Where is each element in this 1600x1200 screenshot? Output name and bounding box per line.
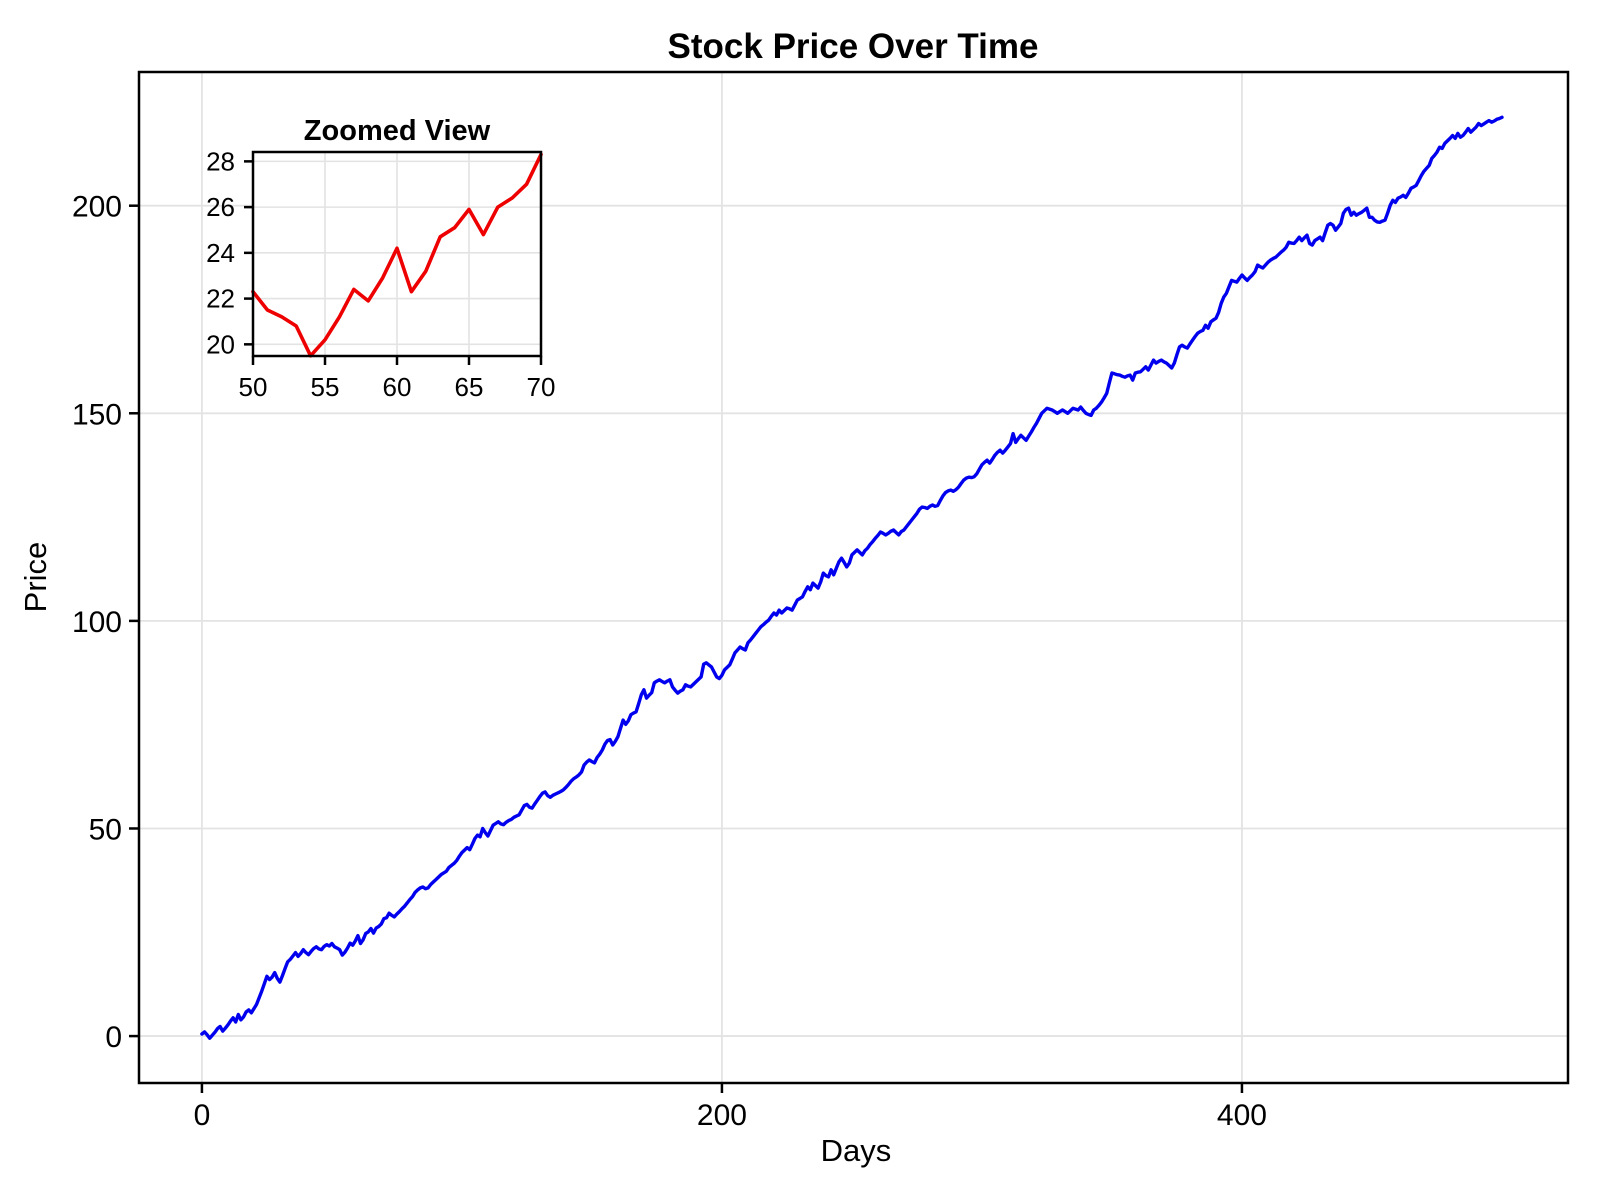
y-tick-label: 100 — [72, 606, 122, 639]
y-tick-label: 150 — [72, 398, 122, 431]
inset-x-tick-label: 55 — [311, 372, 340, 402]
y-axis-label: Price — [18, 542, 53, 613]
x-tick-label: 400 — [1217, 1099, 1267, 1132]
y-tick-label: 200 — [72, 191, 122, 224]
y-tick-label: 0 — [105, 1021, 122, 1054]
chart: 0 200 400 0 50 100 150 200 Stock Price Over Time… — [18, 27, 1570, 1168]
inset-x-tick-label: 70 — [527, 372, 556, 402]
inset-y-tick-label: 26 — [206, 192, 235, 222]
inset-y-tick-label: 24 — [206, 238, 235, 268]
plot-border — [137, 70, 1570, 1085]
inset-y-tick-label: 28 — [206, 146, 235, 176]
inset-chart-title: Zoomed View — [304, 115, 491, 147]
inset-chart: 50 55 60 65 70 20 22 24 26 28 Zoomed View — [206, 115, 555, 402]
inset-x-tick-label: 65 — [455, 372, 484, 402]
inset-x-tick-label: 60 — [383, 372, 412, 402]
inset-y-tick-label: 22 — [206, 284, 235, 314]
x-tick-label: 200 — [697, 1099, 747, 1132]
y-tick-label: 50 — [89, 813, 122, 846]
zoom-line — [251, 152, 543, 358]
x-axis-label: Days — [821, 1133, 892, 1168]
x-tick-label: 0 — [194, 1099, 211, 1132]
inset-x-tick-label: 50 — [239, 372, 268, 402]
price-line — [200, 115, 1504, 1040]
inset-y-tick-label: 20 — [206, 329, 235, 359]
chart-title: Stock Price Over Time — [668, 27, 1039, 66]
